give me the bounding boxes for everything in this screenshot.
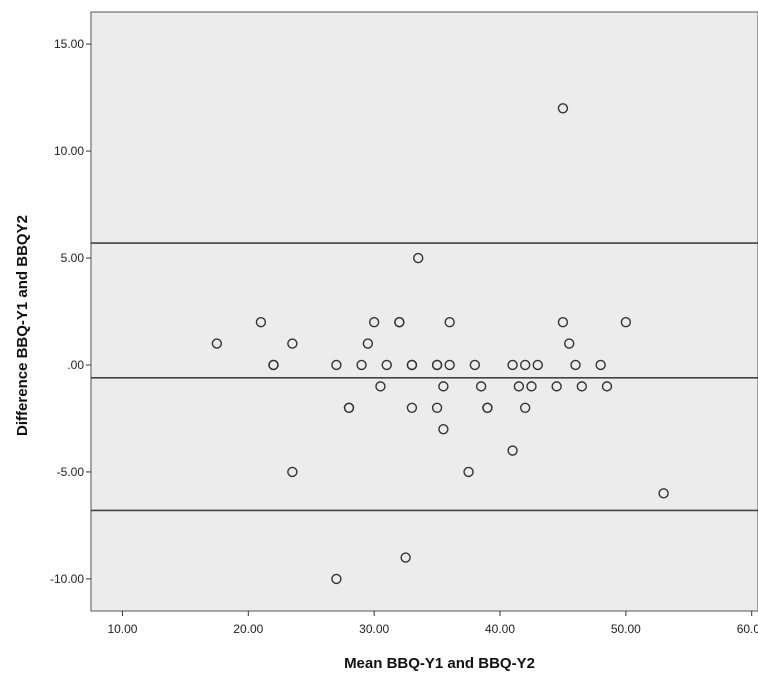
data-point xyxy=(507,359,518,371)
data-point xyxy=(431,402,443,413)
data-point xyxy=(576,381,588,392)
data-point xyxy=(255,316,267,328)
y-tick-label: .00 xyxy=(67,358,84,372)
x-tick-label: 40.00 xyxy=(485,622,515,636)
data-point xyxy=(381,359,392,371)
data-point xyxy=(526,381,537,392)
data-point xyxy=(406,402,418,413)
data-point xyxy=(475,381,487,392)
data-point xyxy=(557,316,569,328)
y-tick-label: 10.00 xyxy=(54,144,84,158)
data-point xyxy=(601,381,613,392)
data-point xyxy=(564,338,575,349)
data-point xyxy=(444,316,455,328)
x-tick-label: 10.00 xyxy=(107,622,137,636)
data-point xyxy=(268,359,279,371)
data-point xyxy=(557,103,569,114)
y-tick-label: -10.00 xyxy=(50,572,84,586)
data-point xyxy=(368,316,380,328)
data-point xyxy=(551,381,562,392)
plot-area xyxy=(90,11,758,612)
y-axis: 15.00 10.00 5.00 .00 -5.00 -10.00 xyxy=(50,37,91,586)
data-point xyxy=(444,359,455,371)
x-axis-title: Mean BBQ-Y1 and BBQ-Y2 xyxy=(344,655,535,672)
data-point xyxy=(482,402,493,413)
data-points xyxy=(211,103,669,585)
data-point xyxy=(519,402,531,413)
data-point xyxy=(463,466,474,478)
y-tick-label: 15.00 xyxy=(54,37,84,51)
y-tick-label: 5.00 xyxy=(61,251,85,265)
x-tick-label: 30.00 xyxy=(359,622,389,636)
data-point xyxy=(331,359,342,371)
x-axis: 10.00 20.00 30.00 40.00 50.00 60.00 xyxy=(107,611,758,636)
y-tick-label: -5.00 xyxy=(57,465,85,479)
data-point xyxy=(570,359,581,371)
data-point xyxy=(413,252,424,264)
data-point xyxy=(394,316,405,328)
y-axis-title: Difference BBQ-Y1 and BBQY2 xyxy=(14,215,31,436)
data-point xyxy=(331,573,342,585)
data-point xyxy=(513,381,525,392)
x-tick-label: 60.00 xyxy=(737,622,758,636)
data-point xyxy=(400,552,411,563)
x-tick-label: 20.00 xyxy=(233,622,263,636)
data-point xyxy=(620,316,632,328)
data-point xyxy=(507,445,518,456)
reference-lines xyxy=(91,242,758,512)
data-point xyxy=(438,423,449,435)
data-point xyxy=(287,338,298,349)
data-point xyxy=(658,488,669,499)
data-point xyxy=(469,359,481,371)
data-point xyxy=(343,402,355,413)
data-point xyxy=(211,338,223,349)
data-point xyxy=(406,359,418,371)
data-point xyxy=(438,381,449,392)
data-point xyxy=(431,359,443,371)
x-tick-label: 50.00 xyxy=(611,622,641,636)
data-point xyxy=(362,338,374,349)
data-point xyxy=(519,359,531,371)
data-point xyxy=(595,359,606,371)
data-point xyxy=(532,359,543,371)
data-point xyxy=(356,359,367,371)
data-point xyxy=(287,466,298,478)
data-point xyxy=(375,381,386,392)
